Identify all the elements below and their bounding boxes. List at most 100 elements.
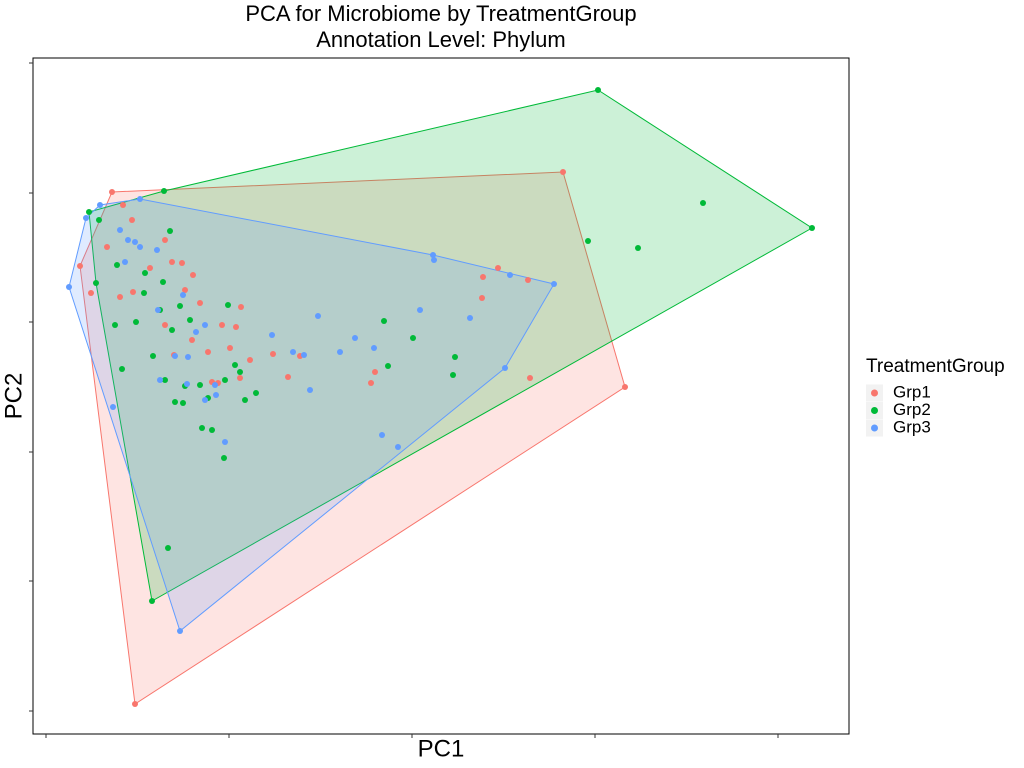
point [809, 225, 815, 231]
point [199, 425, 205, 431]
point [197, 300, 203, 306]
point [137, 196, 143, 202]
point [368, 380, 374, 386]
point [431, 257, 437, 263]
point [232, 362, 238, 368]
point [700, 200, 706, 206]
point [495, 265, 501, 271]
point [112, 322, 118, 328]
point [88, 290, 94, 296]
point [480, 274, 486, 280]
point [285, 374, 291, 380]
point [237, 369, 243, 375]
point [222, 377, 228, 383]
legend-label: Grp3 [893, 417, 931, 436]
legend-label: Grp2 [893, 400, 931, 419]
point [167, 228, 173, 234]
points [66, 87, 815, 707]
point [193, 329, 199, 335]
point [119, 366, 125, 372]
point [165, 545, 171, 551]
point [185, 354, 191, 360]
point [110, 404, 116, 410]
point [133, 319, 139, 325]
point [237, 375, 243, 381]
point [525, 277, 531, 283]
point [371, 345, 377, 351]
point [162, 377, 168, 383]
point [219, 322, 225, 328]
point [117, 294, 123, 300]
legend-key [871, 407, 878, 414]
point [227, 345, 233, 351]
point [169, 327, 175, 333]
point [189, 337, 195, 343]
point [161, 188, 167, 194]
point [117, 227, 123, 233]
point [197, 382, 203, 388]
point [381, 318, 387, 324]
point [109, 189, 115, 195]
x-axis-title: PC1 [418, 735, 465, 762]
point [222, 439, 228, 445]
point [182, 287, 188, 293]
axes [29, 57, 850, 738]
point [225, 302, 231, 308]
point [560, 169, 566, 175]
point [502, 365, 508, 371]
point [452, 354, 458, 360]
point [132, 701, 138, 707]
point [141, 290, 147, 296]
point [450, 372, 456, 378]
point [270, 351, 276, 357]
point [410, 335, 416, 341]
point [162, 322, 168, 328]
point [242, 397, 248, 403]
point [179, 260, 185, 266]
point [180, 292, 186, 298]
point [202, 322, 208, 328]
point [202, 397, 208, 403]
point [430, 252, 436, 258]
point [479, 295, 485, 301]
point [157, 377, 163, 383]
point [301, 352, 307, 358]
point [149, 598, 155, 604]
point [635, 245, 641, 251]
point [130, 289, 136, 295]
point [238, 304, 244, 310]
point [595, 87, 601, 93]
point [129, 217, 135, 223]
point [352, 335, 358, 341]
point [190, 272, 196, 278]
point [253, 390, 259, 396]
point [172, 353, 178, 359]
point [233, 324, 239, 330]
point [395, 444, 401, 450]
point [187, 317, 193, 323]
point [177, 303, 183, 309]
point [137, 244, 143, 250]
point [114, 262, 120, 268]
point [169, 259, 175, 265]
point [372, 369, 378, 375]
point [172, 399, 178, 405]
point [150, 353, 156, 359]
point [96, 217, 102, 223]
point [622, 384, 628, 390]
point [585, 238, 591, 244]
point [213, 392, 219, 398]
point [269, 332, 275, 338]
plot-border [32, 57, 850, 735]
point [154, 247, 160, 253]
point [209, 427, 215, 433]
point [527, 375, 533, 381]
point [180, 400, 186, 406]
point [120, 202, 126, 208]
point [155, 307, 161, 313]
point [467, 315, 473, 321]
point [221, 455, 227, 461]
point [417, 307, 423, 313]
